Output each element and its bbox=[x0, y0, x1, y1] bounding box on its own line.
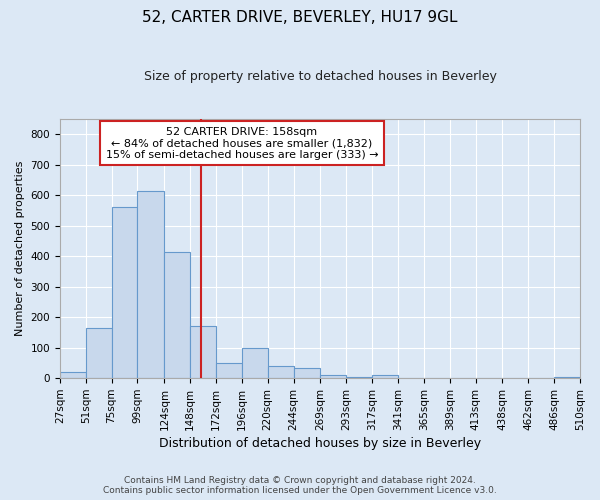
Bar bbox=[112, 208, 137, 378]
Bar bbox=[60, 372, 86, 378]
Bar bbox=[216, 363, 242, 378]
Bar bbox=[346, 376, 372, 378]
Text: 52, CARTER DRIVE, BEVERLEY, HU17 9GL: 52, CARTER DRIVE, BEVERLEY, HU17 9GL bbox=[142, 10, 458, 25]
Bar bbox=[372, 375, 398, 378]
Bar bbox=[164, 252, 190, 378]
Bar bbox=[293, 368, 320, 378]
Y-axis label: Number of detached properties: Number of detached properties bbox=[15, 161, 25, 336]
Bar bbox=[137, 190, 164, 378]
Bar bbox=[86, 328, 112, 378]
Text: 52 CARTER DRIVE: 158sqm
← 84% of detached houses are smaller (1,832)
15% of semi: 52 CARTER DRIVE: 158sqm ← 84% of detache… bbox=[106, 126, 378, 160]
Bar bbox=[242, 348, 268, 378]
Bar bbox=[554, 376, 580, 378]
Text: Contains HM Land Registry data © Crown copyright and database right 2024.
Contai: Contains HM Land Registry data © Crown c… bbox=[103, 476, 497, 495]
Bar bbox=[190, 326, 216, 378]
Title: Size of property relative to detached houses in Beverley: Size of property relative to detached ho… bbox=[143, 70, 496, 83]
X-axis label: Distribution of detached houses by size in Beverley: Distribution of detached houses by size … bbox=[159, 437, 481, 450]
Bar bbox=[320, 375, 346, 378]
Bar bbox=[268, 366, 293, 378]
